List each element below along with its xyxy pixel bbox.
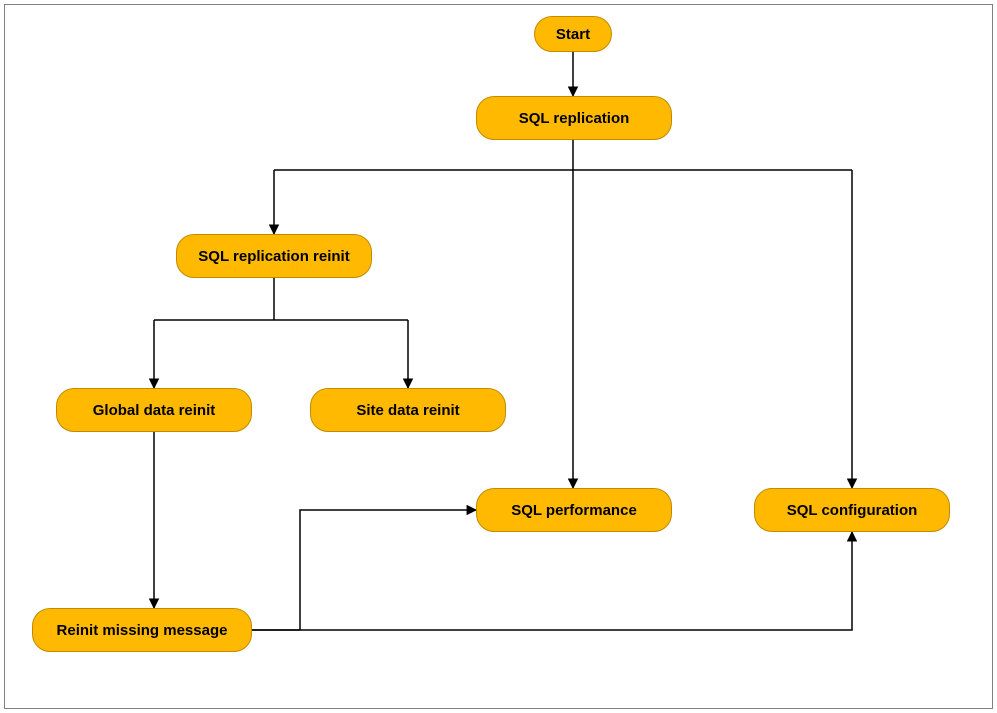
node-label: Start (556, 26, 590, 43)
node-global-reinit: Global data reinit (56, 388, 252, 432)
node-label: Site data reinit (356, 402, 459, 419)
node-reinit: SQL replication reinit (176, 234, 372, 278)
node-start: Start (534, 16, 612, 52)
node-sql-conf: SQL configuration (754, 488, 950, 532)
node-label: SQL configuration (787, 502, 918, 519)
node-sql-perf: SQL performance (476, 488, 672, 532)
node-label: SQL replication (519, 110, 630, 127)
node-sql-repl: SQL replication (476, 96, 672, 140)
flowchart-canvas: Start SQL replication SQL replication re… (0, 0, 997, 713)
node-site-reinit: Site data reinit (310, 388, 506, 432)
node-label: Reinit missing message (57, 622, 228, 639)
node-label: SQL performance (511, 502, 637, 519)
node-label: Global data reinit (93, 402, 216, 419)
node-reinit-msg: Reinit missing message (32, 608, 252, 652)
node-label: SQL replication reinit (198, 248, 349, 265)
